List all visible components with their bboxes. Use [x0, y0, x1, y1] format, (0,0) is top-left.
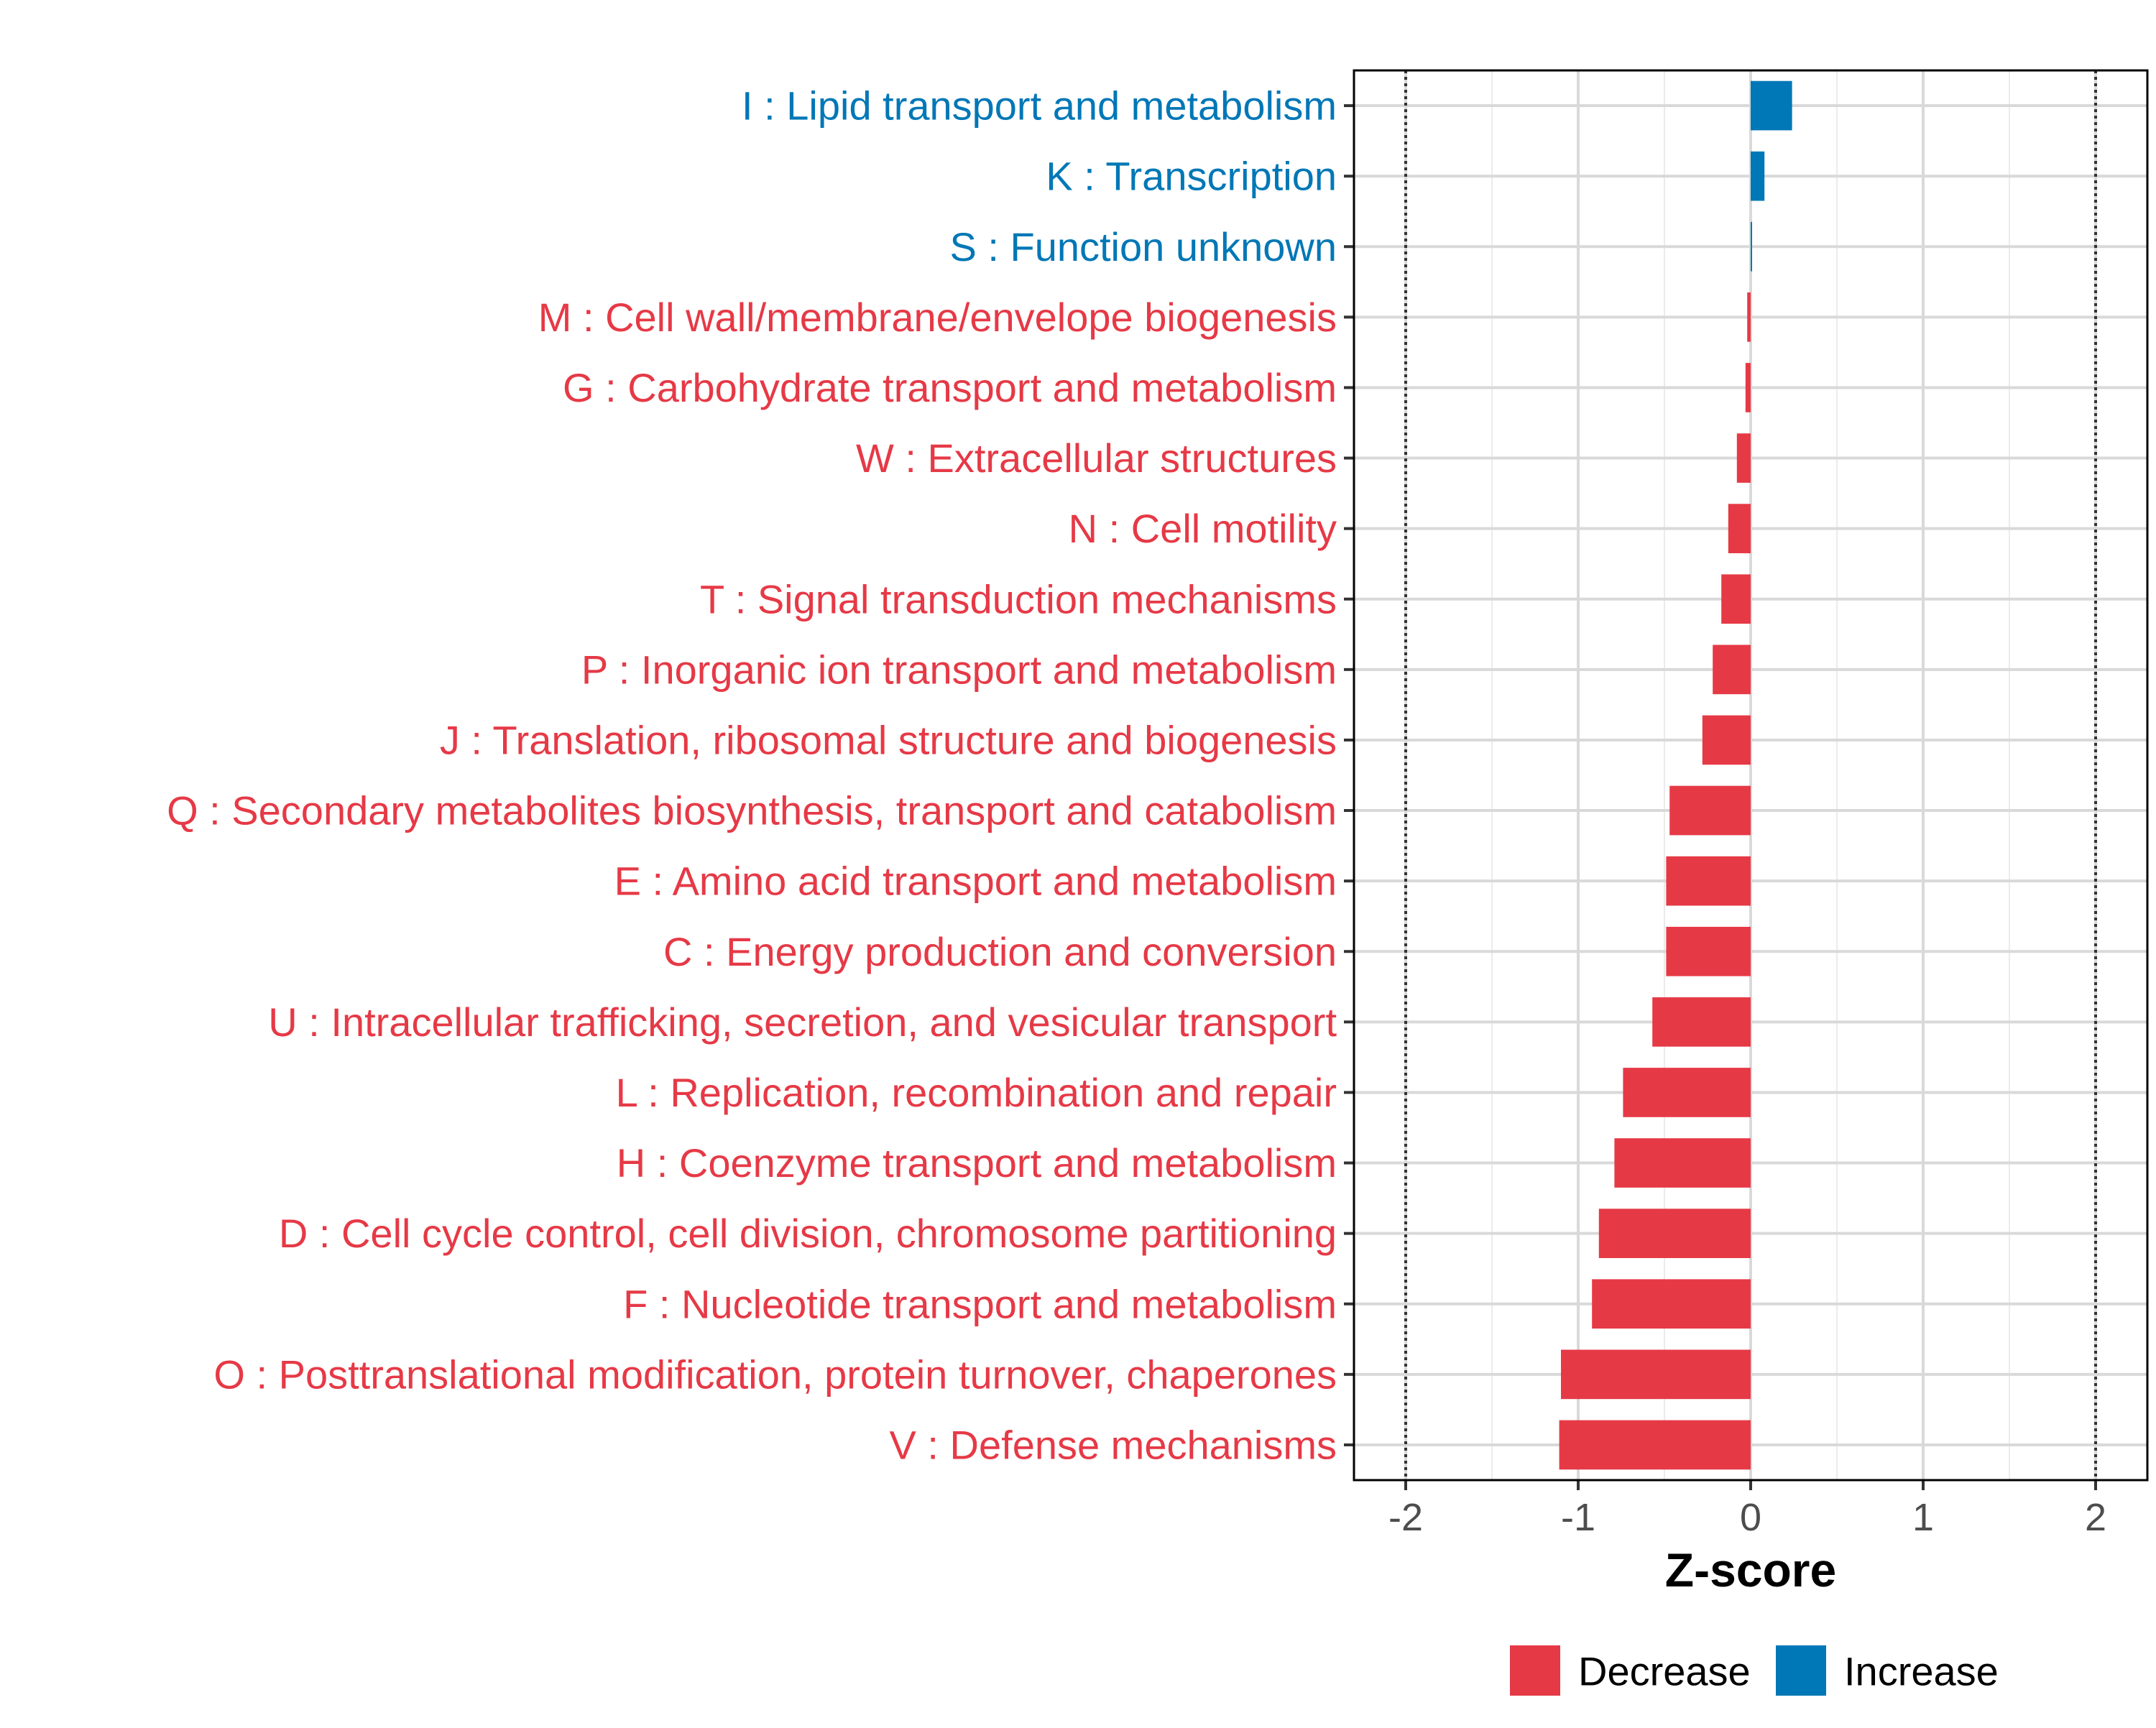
category-label: O : Posttranslational modification, prot…	[213, 1352, 1337, 1397]
category-label: W : Extracellular structures	[856, 435, 1337, 481]
x-tick-label: -2	[1388, 1496, 1423, 1539]
category-label: C : Energy production and conversion	[663, 929, 1337, 974]
category-labels: I : Lipid transport and metabolism K : Tr…	[167, 83, 1354, 1467]
x-tick-label: 0	[1740, 1496, 1761, 1539]
category-label: H : Coenzyme transport and metabolism	[617, 1140, 1337, 1186]
bar	[1614, 1138, 1751, 1188]
x-tick-label: -1	[1561, 1496, 1595, 1539]
bar	[1721, 574, 1751, 624]
x-axis: -2 -1 0 1 2	[1388, 1480, 2106, 1539]
panel-border	[1353, 69, 2149, 1482]
category-label: V : Defense mechanisms	[890, 1422, 1337, 1467]
category-label: S : Function unknown	[949, 224, 1337, 269]
bar	[1728, 504, 1751, 553]
bar	[1747, 292, 1751, 342]
category-label: Q : Secondary metabolites biosynthesis, …	[167, 788, 1337, 833]
bar	[1713, 644, 1751, 695]
bar	[1598, 1209, 1751, 1258]
category-label: I : Lipid transport and metabolism	[742, 83, 1337, 129]
legend-swatch	[1776, 1645, 1826, 1696]
category-label: M : Cell wall/membrane/envelope biogenes…	[538, 295, 1337, 340]
x-tick-label: 1	[1912, 1496, 1934, 1539]
legend-label: Decrease	[1578, 1649, 1751, 1694]
bar	[1592, 1279, 1751, 1329]
category-label: E : Amino acid transport and metabolism	[614, 859, 1337, 904]
category-label: L : Replication, recombination and repai…	[616, 1070, 1337, 1115]
category-label: N : Cell motility	[1069, 506, 1337, 551]
bar	[1751, 151, 1765, 201]
category-label: P : Inorganic ion transport and metaboli…	[581, 647, 1337, 692]
bar	[1745, 363, 1751, 412]
bar-layer	[1559, 80, 1792, 1470]
category-label: D : Cell cycle control, cell division, c…	[279, 1211, 1337, 1256]
category-label: K : Transcription	[1046, 154, 1337, 199]
bar	[1652, 997, 1751, 1047]
category-label: F : Nucleotide transport and metabolism	[623, 1281, 1337, 1326]
bar	[1561, 1349, 1751, 1400]
bar	[1736, 433, 1751, 483]
bar	[1623, 1068, 1751, 1117]
x-tick-label: 2	[2085, 1496, 2106, 1539]
category-label: J : Translation, ribosomal structure and…	[440, 717, 1337, 762]
category-label: T : Signal transduction mechanisms	[700, 576, 1337, 622]
bar	[1666, 926, 1751, 976]
x-axis-title: Z-score	[1665, 1543, 1836, 1597]
bar	[1702, 715, 1751, 765]
category-label: G : Carbohydrate transport and metabolis…	[563, 365, 1337, 410]
bar	[1669, 785, 1751, 836]
bar	[1559, 1420, 1751, 1470]
legend-swatch	[1510, 1645, 1560, 1696]
legend-label: Increase	[1844, 1649, 1999, 1694]
category-label: U : Intracellular trafficking, secretion…	[268, 999, 1337, 1045]
legend: Decrease Increase	[1510, 1645, 1999, 1696]
bar	[1751, 221, 1752, 272]
bar	[1751, 80, 1792, 131]
bar	[1666, 856, 1751, 906]
